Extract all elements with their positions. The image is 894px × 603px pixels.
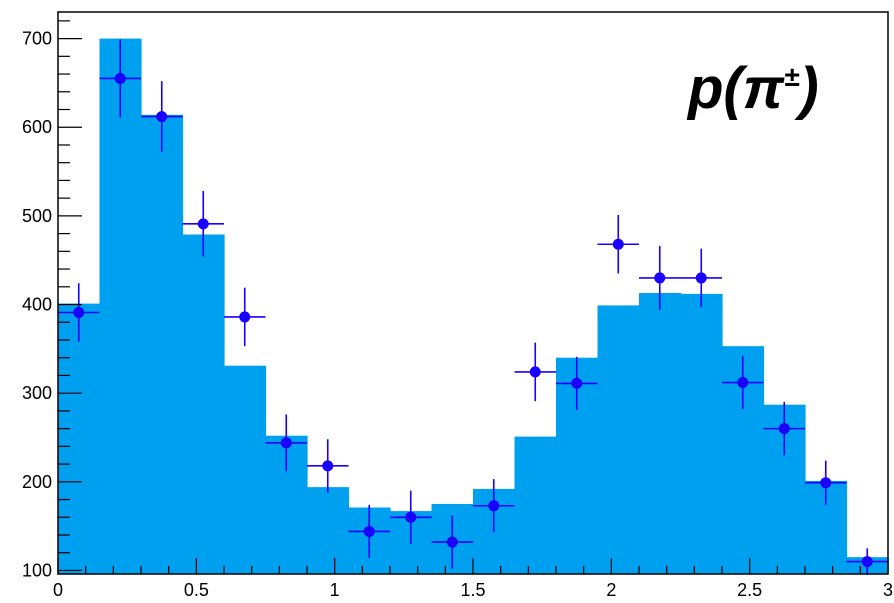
data-point — [58, 283, 100, 342]
point-marker — [488, 500, 500, 512]
histogram-bar — [58, 303, 101, 574]
x-tick-label: 3 — [883, 580, 893, 600]
data-points — [58, 39, 888, 575]
y-axis: 100 200 300 400 500 600 700 — [22, 20, 82, 580]
data-point — [846, 548, 888, 575]
data-point — [473, 479, 515, 533]
data-point — [141, 81, 183, 153]
point-marker — [446, 536, 458, 548]
point-marker — [405, 511, 417, 523]
x-tick-label: 0.5 — [184, 580, 209, 600]
point-marker — [73, 307, 85, 319]
x-tick-label: 2.5 — [737, 580, 762, 600]
x-tick-label: 2 — [606, 580, 616, 600]
point-marker — [156, 111, 168, 123]
histogram-bar — [307, 487, 350, 574]
data-point — [597, 214, 639, 274]
point-marker — [322, 460, 334, 472]
data-point — [556, 356, 598, 411]
y-tick-label: 100 — [22, 560, 52, 580]
data-point — [224, 287, 266, 347]
data-point — [763, 402, 805, 456]
point-marker — [280, 437, 292, 449]
histogram-bar — [514, 436, 557, 574]
data-point — [99, 39, 141, 118]
histogram-bar — [224, 365, 267, 574]
x-axis: 0 0.5 1 1.5 2 2.5 3 — [53, 558, 893, 600]
x-tick-label: 1.5 — [460, 580, 485, 600]
point-marker — [861, 556, 873, 568]
y-tick-label: 300 — [22, 383, 52, 403]
data-point — [265, 414, 307, 472]
histogram-bar — [639, 293, 682, 574]
chart-annotation: p(π±) — [686, 56, 819, 121]
data-point — [348, 504, 390, 559]
data-point — [182, 191, 224, 257]
y-tick-label: 600 — [22, 117, 52, 137]
point-marker — [820, 477, 832, 489]
data-point — [390, 490, 432, 544]
y-tick-label: 200 — [22, 472, 52, 492]
point-marker — [571, 377, 583, 389]
point-marker — [654, 272, 666, 284]
point-marker — [239, 311, 251, 323]
x-tick-label: 0 — [53, 580, 63, 600]
histogram-bar — [141, 114, 184, 574]
data-point — [307, 439, 349, 493]
histogram-bar — [680, 293, 723, 574]
data-point — [639, 246, 681, 310]
data-point — [722, 355, 764, 410]
data-point — [431, 515, 473, 569]
point-marker — [197, 218, 209, 230]
point-marker — [737, 377, 749, 389]
data-point — [805, 460, 847, 505]
data-point — [514, 342, 556, 402]
point-marker — [363, 525, 375, 537]
histogram-bar — [182, 234, 225, 574]
y-tick-label: 400 — [22, 295, 52, 315]
point-marker — [695, 272, 707, 284]
histogram-bar — [99, 38, 142, 574]
y-tick-label: 700 — [22, 29, 52, 49]
point-marker — [529, 366, 541, 378]
point-marker — [114, 72, 126, 84]
x-tick-label: 1 — [330, 580, 340, 600]
data-point — [680, 248, 722, 308]
y-tick-label: 500 — [22, 206, 52, 226]
histogram-bars — [58, 38, 889, 574]
point-marker — [778, 423, 790, 435]
histogram-bar — [597, 305, 640, 574]
point-marker — [612, 238, 624, 250]
